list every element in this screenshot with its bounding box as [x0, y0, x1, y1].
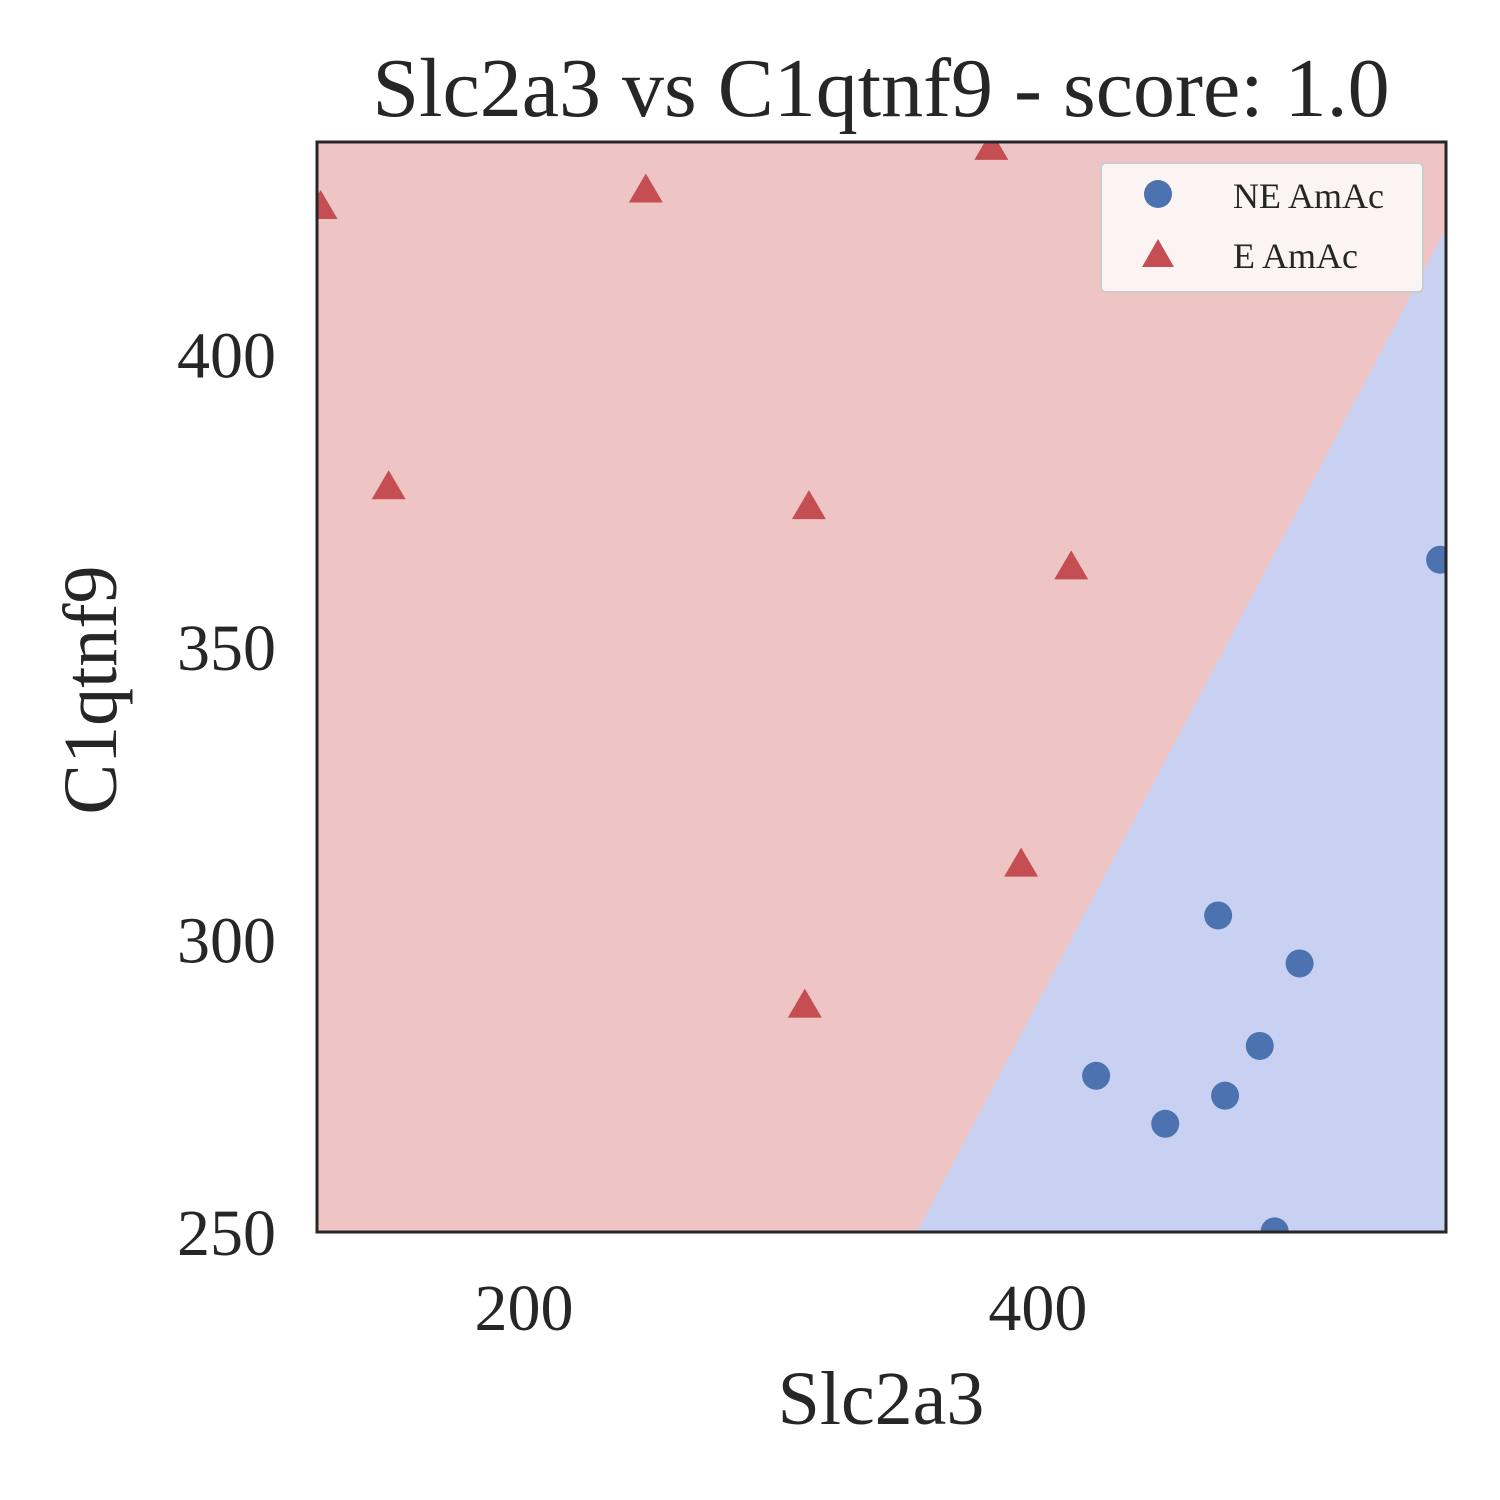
point-ne-amac-5: [1211, 1081, 1240, 1110]
point-e-amac-1: [628, 173, 663, 203]
legend-marker-ne-amac: [1144, 180, 1172, 208]
point-e-amac-0: [974, 142, 1009, 160]
y-tick-label: 400: [177, 319, 276, 392]
point-e-amac-4: [791, 490, 826, 520]
point-ne-amac-3: [1245, 1031, 1274, 1060]
point-ne-amac-7: [1260, 1217, 1289, 1232]
x-tick-label: 400: [988, 1272, 1087, 1345]
plot-frame: [315, 140, 1448, 1234]
chart-title: Slc2a3 vs C1qtnf9 - score: 1.0: [372, 42, 1389, 135]
legend-label-ne-amac: NE AmAc: [1233, 176, 1384, 216]
point-e-amac-3: [371, 470, 406, 500]
point-ne-amac-6: [1151, 1109, 1180, 1138]
point-ne-amac-2: [1285, 949, 1314, 978]
y-tick-label: 350: [177, 612, 276, 685]
y-axis-ticks: 250 300 350 400: [177, 319, 276, 1270]
plot-area: [317, 142, 1446, 1232]
legend-marker-e-amac: [1142, 239, 1174, 267]
region-ne-amac: [916, 228, 1446, 1232]
data-points: [317, 142, 1446, 1232]
x-axis-label: Slc2a3: [778, 1357, 985, 1441]
y-tick-label: 250: [177, 1197, 276, 1270]
point-ne-amac-0: [1426, 545, 1446, 574]
legend-label-e-amac: E AmAc: [1233, 236, 1358, 276]
point-e-amac-2: [317, 189, 338, 219]
y-tick-label: 300: [177, 904, 276, 977]
x-tick-label: 200: [475, 1272, 574, 1345]
legend: NE AmAc E AmAc: [1100, 162, 1424, 293]
y-axis-label: C1qtnf9: [49, 565, 133, 814]
x-axis-ticks: 200 400: [475, 1272, 1088, 1345]
point-e-amac-5: [1054, 550, 1089, 580]
legend-box: [1100, 162, 1424, 293]
point-ne-amac-1: [1204, 901, 1233, 930]
point-e-amac-6: [1004, 847, 1039, 877]
point-e-amac-7: [787, 988, 822, 1018]
point-ne-amac-4: [1082, 1061, 1111, 1090]
